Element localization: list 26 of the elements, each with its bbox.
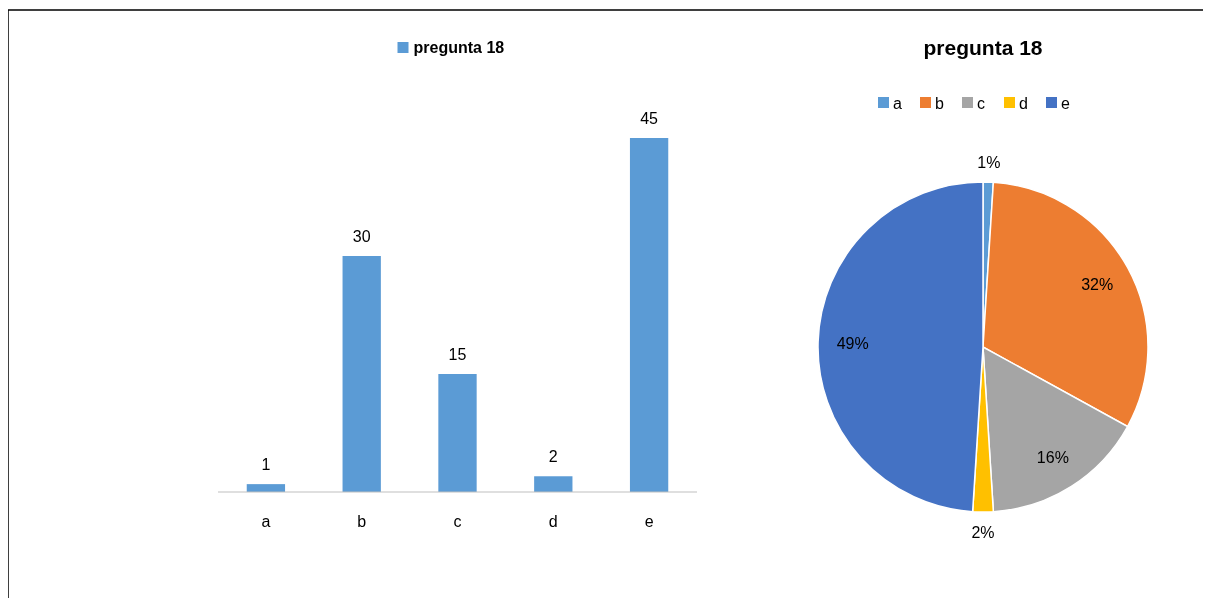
bar xyxy=(438,374,477,492)
data-label: 15 xyxy=(448,346,467,363)
data-label: 49% xyxy=(836,334,869,352)
data-label: 32% xyxy=(1081,276,1114,294)
legend-label: a xyxy=(893,95,902,112)
data-label: 2 xyxy=(548,448,558,466)
data-label: 30 xyxy=(352,228,371,245)
legend-label: b xyxy=(935,95,944,112)
bar xyxy=(342,256,381,492)
data-label: 1% xyxy=(977,154,1001,172)
x-tick-label: a xyxy=(261,513,271,530)
legend-label: c xyxy=(977,95,985,112)
data-label: 16% xyxy=(1036,449,1069,467)
data-label: 45 xyxy=(640,110,659,127)
x-tick-label: b xyxy=(357,513,367,530)
legend-label: pregunta 18 xyxy=(413,39,505,56)
x-tick-label: d xyxy=(548,513,558,530)
x-tick-label: c xyxy=(453,513,462,530)
data-label: 2% xyxy=(971,524,995,541)
data-label: 1 xyxy=(261,456,271,474)
x-tick-label: e xyxy=(644,513,654,530)
legend-label: e xyxy=(1061,95,1070,112)
bar xyxy=(534,476,573,492)
chart-title: pregunta 18 xyxy=(923,36,1043,59)
legend-label: d xyxy=(1019,95,1028,112)
bar xyxy=(629,138,669,492)
